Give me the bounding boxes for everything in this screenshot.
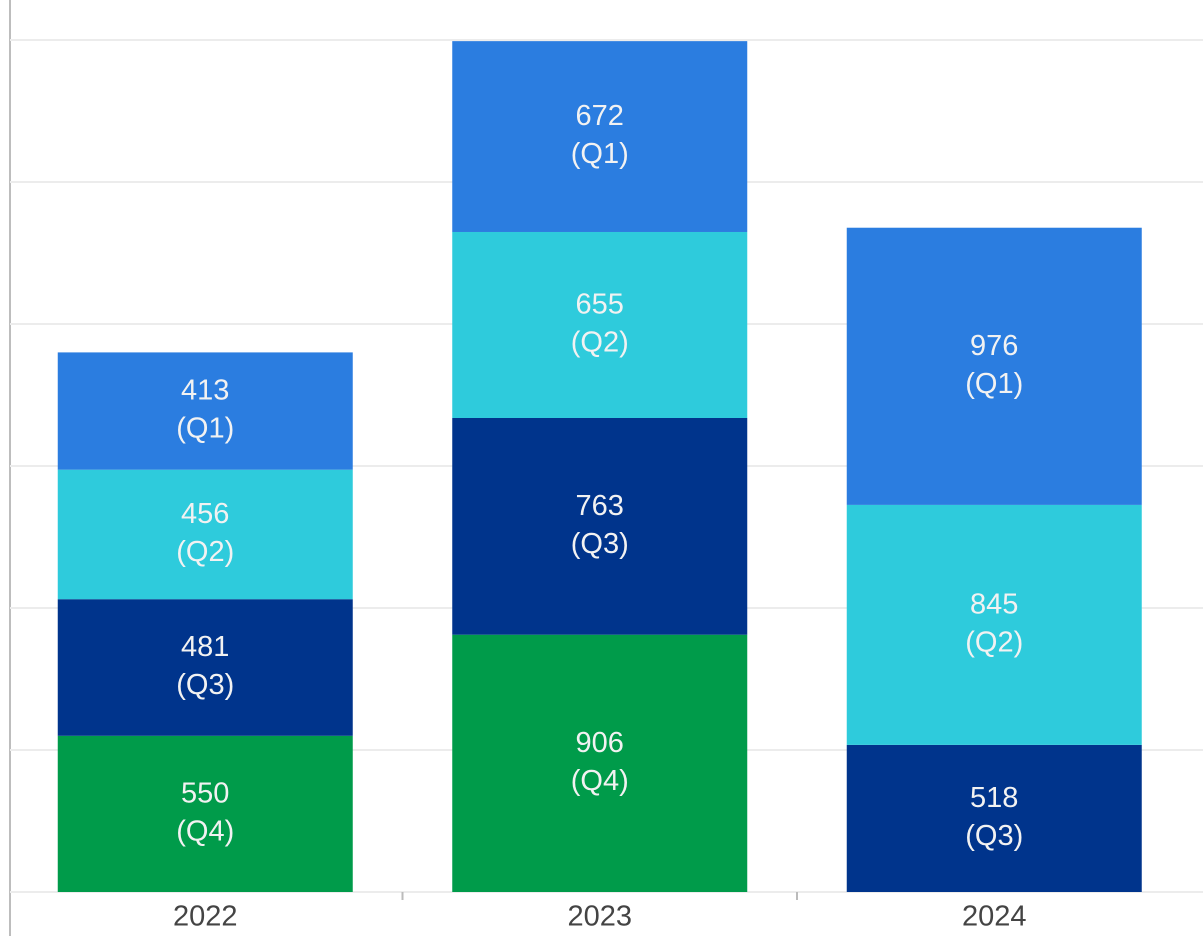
- series-label: (Q2): [965, 627, 1023, 659]
- series-label: (Q1): [176, 413, 234, 445]
- value-label: 413: [181, 375, 229, 407]
- bar-segment: [846, 504, 1142, 745]
- bar-segment: [452, 41, 748, 232]
- bar-segment: [846, 744, 1142, 892]
- series-label: (Q3): [176, 669, 234, 701]
- value-label: 456: [181, 498, 229, 530]
- series-label: (Q1): [571, 138, 629, 170]
- value-label: 763: [576, 490, 624, 522]
- x-tick-label: 2023: [567, 901, 632, 933]
- bar-segment: [452, 231, 748, 419]
- bar-segment: [452, 634, 748, 892]
- value-label: 550: [181, 778, 229, 810]
- value-label: 845: [970, 589, 1018, 621]
- series-label: (Q1): [965, 368, 1023, 400]
- series-label: (Q4): [176, 816, 234, 848]
- value-label: 976: [970, 330, 1018, 362]
- value-label: 481: [181, 631, 229, 663]
- bar-segment: [452, 418, 748, 635]
- bar-segment: [57, 352, 353, 470]
- value-label: 655: [576, 289, 624, 321]
- series-label: (Q3): [571, 528, 629, 560]
- value-label: 672: [576, 100, 624, 132]
- x-tick-label: 2024: [962, 901, 1027, 933]
- value-label: 906: [576, 727, 624, 759]
- x-tick-label: 2022: [173, 901, 238, 933]
- bar-segment: [57, 469, 353, 600]
- bar-segment: [846, 227, 1142, 505]
- bar-segment: [57, 735, 353, 892]
- series-label: (Q2): [176, 536, 234, 568]
- value-label: 518: [970, 782, 1018, 814]
- bar-segment: [57, 599, 353, 736]
- series-label: (Q4): [571, 765, 629, 797]
- series-label: (Q3): [965, 820, 1023, 852]
- series-label: (Q2): [571, 327, 629, 359]
